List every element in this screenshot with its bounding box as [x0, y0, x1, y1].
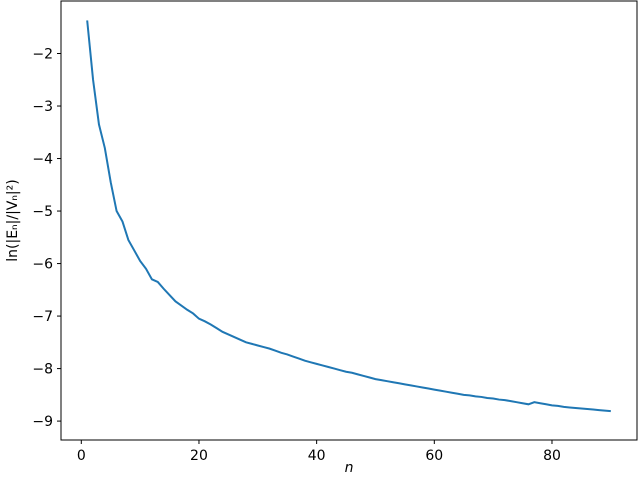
x-tick-label: 20	[190, 448, 208, 464]
y-axis-label: ln(|Eₙ|/|Vₙ|²)	[5, 179, 21, 261]
y-tick-label: −8	[32, 362, 53, 378]
y-tick-label: −9	[32, 414, 53, 430]
y-tick-label: −7	[32, 309, 53, 325]
x-tick-label: 80	[543, 448, 561, 464]
axes-frame	[60, 0, 638, 441]
x-tick-label: 60	[425, 448, 443, 464]
x-axis-label: n	[345, 460, 354, 476]
y-tick-label: −5	[32, 204, 53, 220]
y-tick-label: −2	[32, 47, 53, 63]
y-tick-label: −6	[32, 257, 53, 273]
x-tick-label: 0	[77, 448, 86, 464]
y-tick-label: −4	[32, 152, 53, 168]
y-tick-label: −3	[32, 99, 53, 115]
x-tick-label: 40	[308, 448, 326, 464]
data-line	[86, 20, 611, 413]
